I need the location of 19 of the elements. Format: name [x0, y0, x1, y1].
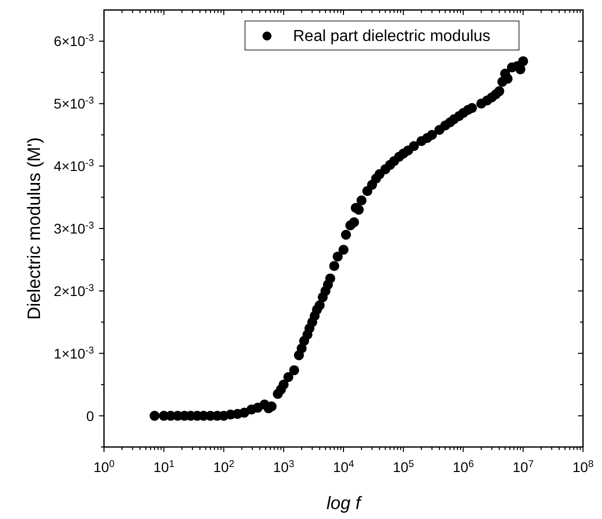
x-tick-label: 10$^{8}$ [572, 458, 594, 475]
x-tick-label: 10$^{3}$ [273, 458, 295, 475]
legend-label: Real part dielectric modulus [293, 28, 490, 45]
x-tick-label: 10$^{2}$ [213, 458, 234, 475]
x-tick-label: 10$^{5}$ [392, 458, 414, 475]
x-tick-label: 10$^{7}$ [512, 458, 534, 475]
y-tick-label: 0 [86, 408, 94, 424]
x-tick-label: 10$^{0}$ [93, 458, 116, 475]
y-tick-label: 3×10$^{-3}$ [54, 220, 95, 236]
x-tick-label: 10$^{6}$ [452, 458, 474, 475]
x-tick-label: 10$^{4}$ [332, 458, 355, 475]
y-tick-label: 6×10$^{-3}$ [54, 32, 95, 50]
y-tick-label: 1×10$^{-3}$ [54, 344, 95, 362]
x-axis-title: log f [326, 493, 363, 513]
y-tick-label: 2×10$^{-3}$ [54, 282, 95, 299]
y-tick-label: 5×10$^{-3}$ [54, 95, 95, 112]
x-tick-label: 10$^{1}$ [153, 458, 174, 475]
y-axis-title: Dielectric modulus (M') [24, 137, 44, 320]
y-tick-label: 4×10$^{-3}$ [54, 158, 95, 174]
